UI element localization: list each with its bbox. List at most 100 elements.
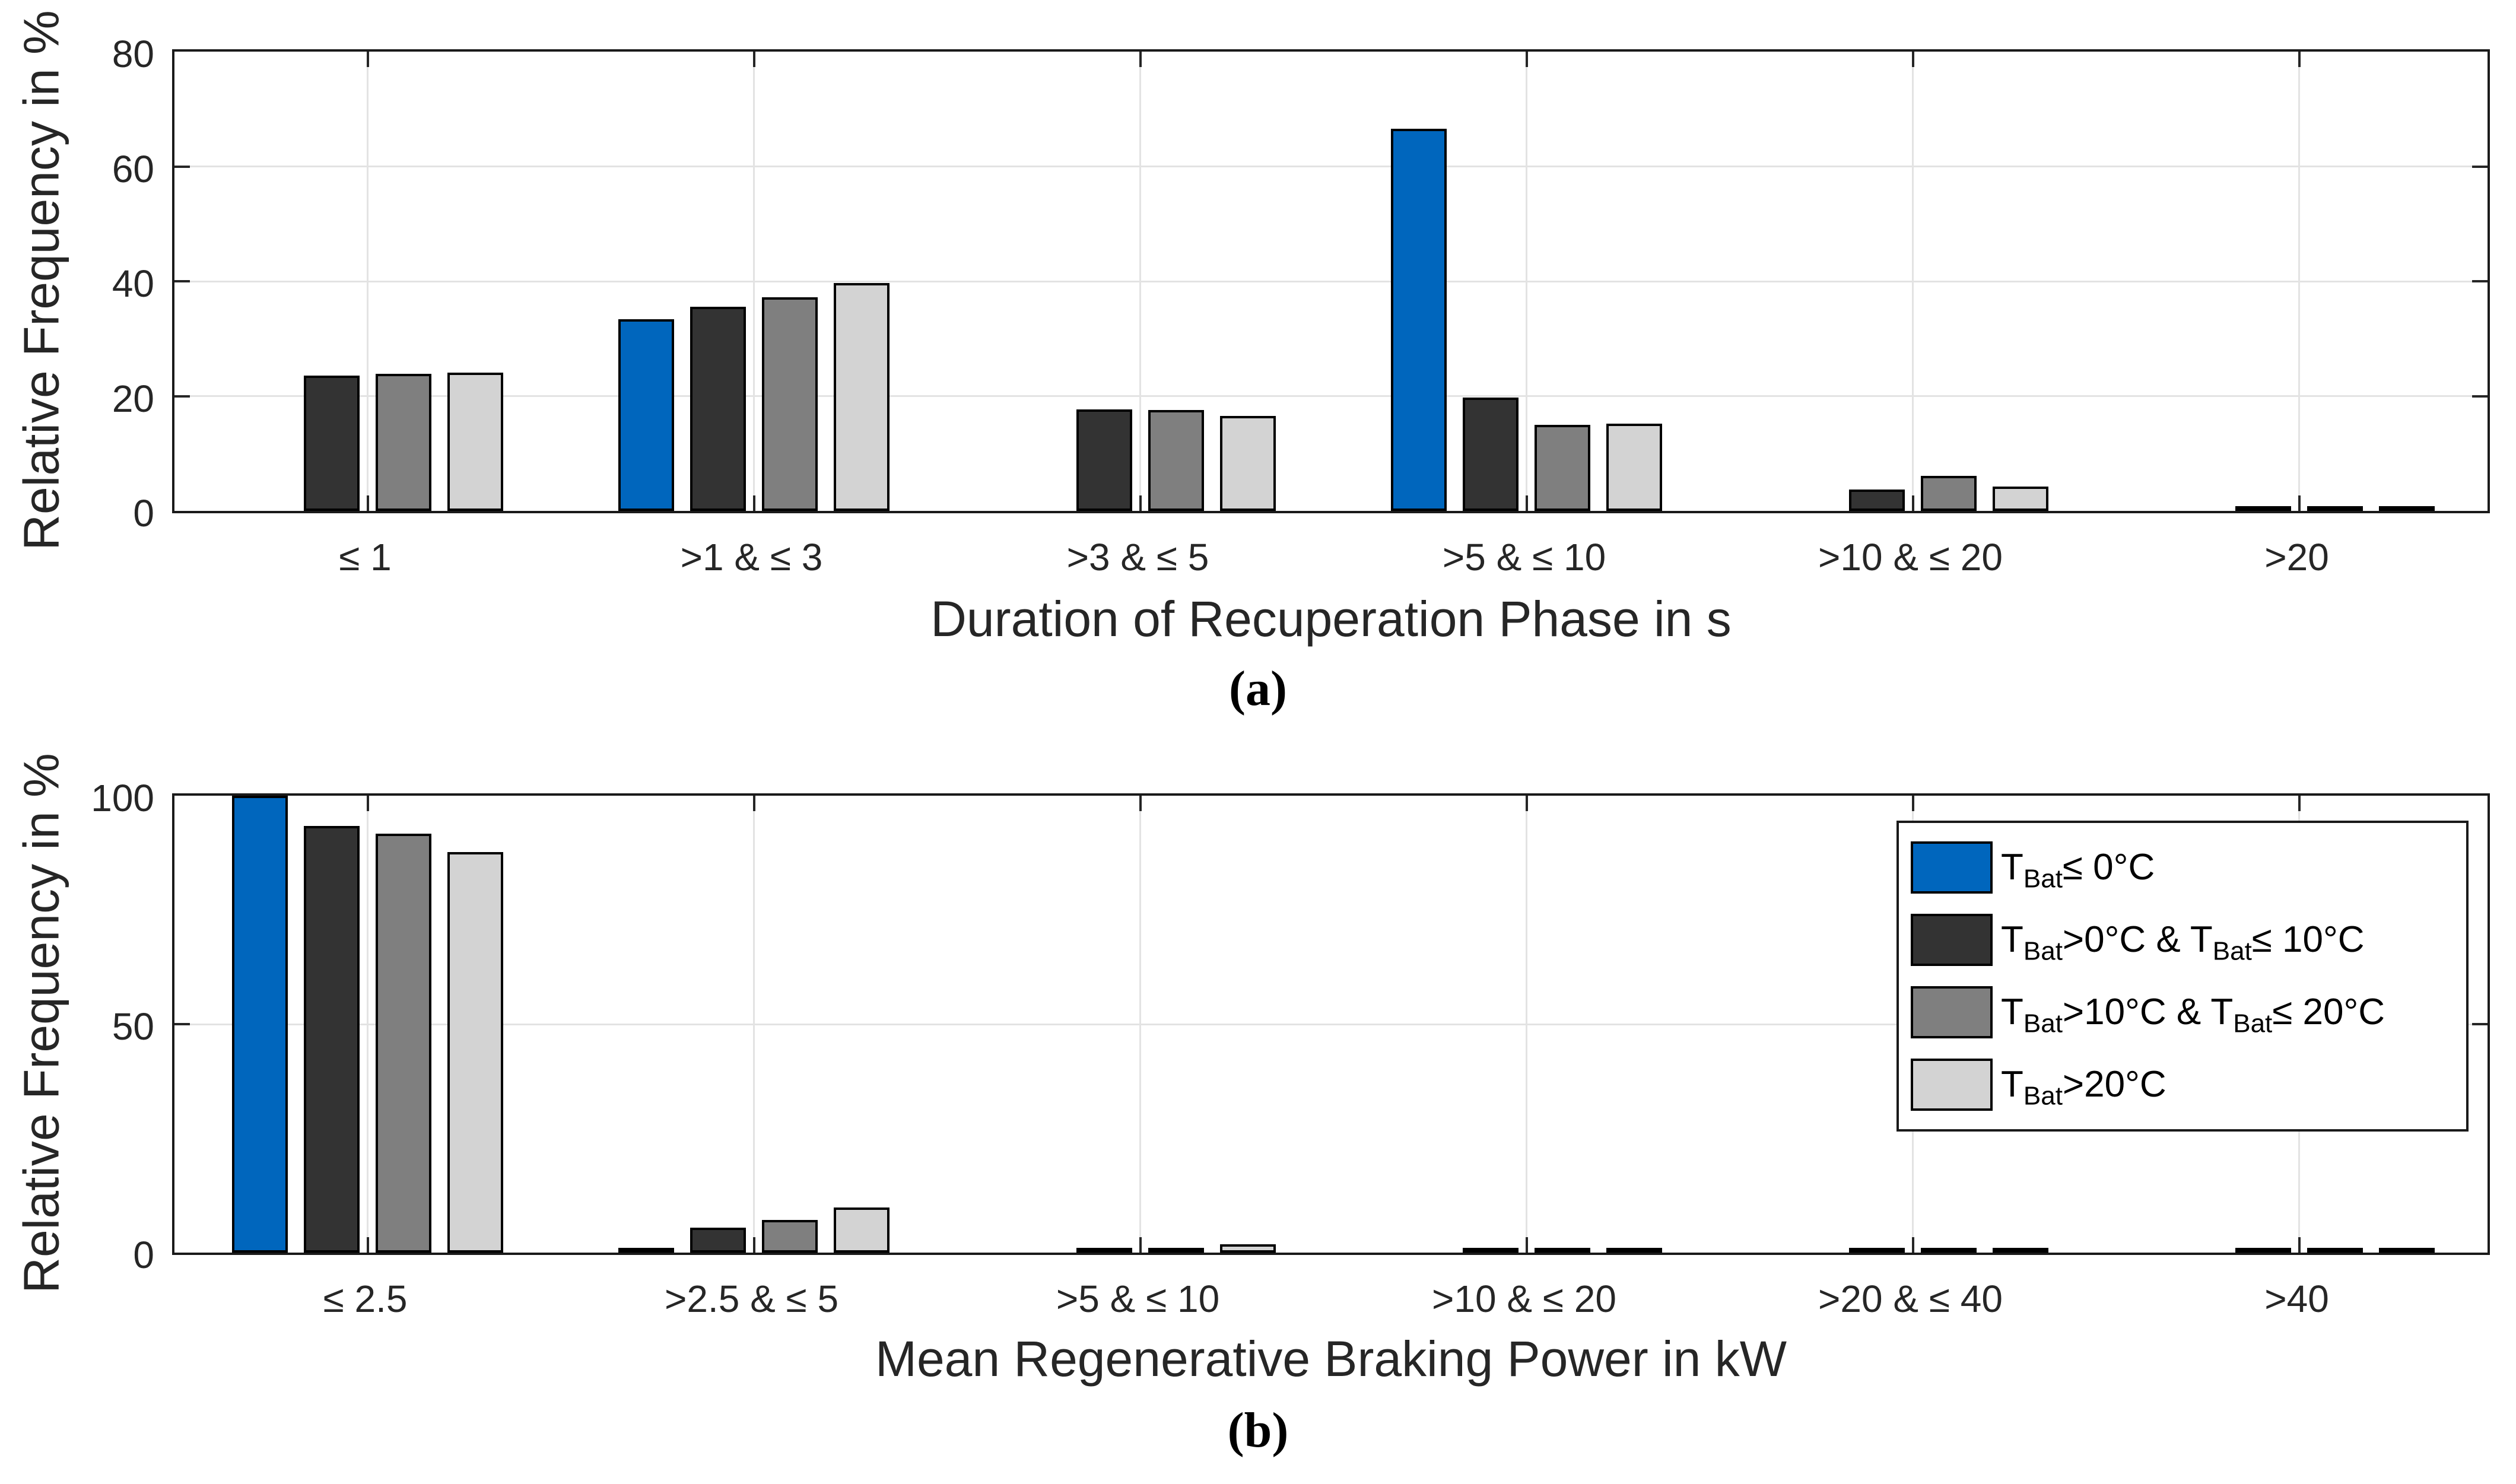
legend-label: TBat>10°C & TBat≤ 20°C bbox=[2001, 992, 2385, 1038]
x-tick-mark bbox=[1911, 52, 1914, 67]
bar-tbat-10-c-20-c-cat3 bbox=[1535, 1248, 1590, 1253]
bar-tbat-10-c-20-c-cat2 bbox=[1148, 409, 1204, 511]
bar-tbat-20-c-cat3 bbox=[1606, 1248, 1662, 1253]
x-tick-mark bbox=[366, 52, 369, 67]
y-tick-label: 80 bbox=[112, 33, 154, 75]
panel-a-caption: (a) bbox=[1229, 661, 1287, 716]
bar-tbat-10-c-20-c-cat5 bbox=[2307, 1248, 2363, 1253]
x-tick-label: >2.5 & ≤ 5 bbox=[664, 1278, 839, 1320]
bar-tbat-0-c-cat1 bbox=[618, 319, 675, 511]
bar-tbat-0-c-10-c-cat2 bbox=[1076, 1248, 1132, 1253]
bar-tbat-0-c-10-c-cat4 bbox=[1849, 490, 1905, 511]
x-tick-mark bbox=[1525, 495, 1528, 511]
x-tick-label: >5 & ≤ 10 bbox=[1056, 1278, 1220, 1320]
panel-b-caption: (b) bbox=[1227, 1403, 1289, 1458]
x-tick-mark bbox=[366, 796, 369, 811]
bar-tbat-0-c-10-c-cat3 bbox=[1463, 1248, 1519, 1253]
x-tick-label: >20 & ≤ 40 bbox=[1818, 1278, 2003, 1320]
x-tick-mark bbox=[752, 52, 755, 67]
horizontal-gridline bbox=[174, 1023, 2488, 1025]
y-tick-label: 0 bbox=[133, 492, 154, 535]
bar-tbat-10-c-20-c-cat4 bbox=[1921, 475, 1977, 511]
panel-a-ylabel: Relative Frequency in % bbox=[13, 10, 69, 551]
bar-tbat-0-c-10-c-cat0 bbox=[304, 825, 360, 1253]
legend-row: TBat>20°C bbox=[1911, 1050, 2454, 1120]
y-tick-mark bbox=[2472, 280, 2488, 282]
bar-tbat-0-c-10-c-cat1 bbox=[690, 1227, 746, 1253]
bar-tbat-10-c-20-c-cat1 bbox=[762, 1219, 818, 1253]
bar-tbat-20-c-cat1 bbox=[833, 1207, 890, 1253]
y-tick-label: 0 bbox=[133, 1234, 154, 1276]
y-tick-mark bbox=[174, 280, 190, 282]
bar-tbat-0-c-cat3 bbox=[1391, 128, 1447, 511]
bar-tbat-10-c-20-c-cat2 bbox=[1148, 1248, 1204, 1253]
x-tick-mark bbox=[1139, 495, 1142, 511]
y-tick-label: 100 bbox=[91, 777, 154, 819]
bar-tbat-20-c-cat5 bbox=[2378, 1248, 2435, 1253]
y-tick-mark bbox=[174, 165, 190, 168]
x-tick-label: >5 & ≤ 10 bbox=[1442, 536, 1606, 579]
bar-tbat-0-c-cat0 bbox=[232, 796, 288, 1253]
x-tick-mark bbox=[752, 495, 755, 511]
x-tick-mark bbox=[2298, 495, 2301, 511]
bar-tbat-20-c-cat1 bbox=[833, 282, 890, 511]
x-tick-label: >3 & ≤ 5 bbox=[1066, 536, 1209, 579]
y-tick-mark bbox=[2472, 1023, 2488, 1025]
x-tick-label: >20 bbox=[2264, 536, 2329, 579]
legend-row: TBat>0°C & TBat≤ 10°C bbox=[1911, 905, 2454, 975]
bar-tbat-20-c-cat2 bbox=[1219, 1244, 1276, 1253]
x-tick-mark bbox=[1139, 1237, 1142, 1253]
bar-tbat-10-c-20-c-cat4 bbox=[1921, 1248, 1977, 1253]
horizontal-gridline bbox=[174, 166, 2488, 167]
x-tick-label: ≤ 1 bbox=[339, 536, 392, 579]
legend-swatch bbox=[1911, 841, 1993, 894]
bar-tbat-10-c-20-c-cat0 bbox=[376, 833, 431, 1253]
legend-label: TBat>20°C bbox=[2001, 1064, 2166, 1111]
bar-tbat-10-c-20-c-cat5 bbox=[2307, 506, 2363, 511]
bar-tbat-20-c-cat0 bbox=[447, 852, 503, 1253]
panel-a-plot-area bbox=[172, 49, 2490, 513]
x-tick-label: >40 bbox=[2264, 1278, 2329, 1320]
x-tick-mark bbox=[1911, 1237, 1914, 1253]
bar-tbat-20-c-cat0 bbox=[447, 372, 503, 511]
panel-a-xlabel: Duration of Recuperation Phase in s bbox=[930, 591, 1732, 647]
bar-tbat-0-c-10-c-cat1 bbox=[690, 306, 746, 511]
bar-tbat-10-c-20-c-cat3 bbox=[1535, 424, 1590, 511]
y-tick-label: 40 bbox=[112, 262, 154, 305]
bar-tbat-0-c-10-c-cat5 bbox=[2235, 1248, 2291, 1253]
x-tick-mark bbox=[1525, 52, 1528, 67]
x-tick-mark bbox=[1525, 1237, 1528, 1253]
bar-tbat-20-c-cat4 bbox=[1992, 487, 2048, 511]
y-tick-mark bbox=[174, 1023, 190, 1025]
horizontal-gridline bbox=[174, 280, 2488, 282]
bar-tbat-0-c-10-c-cat4 bbox=[1849, 1248, 1905, 1253]
y-tick-mark bbox=[174, 395, 190, 398]
bar-tbat-0-c-10-c-cat3 bbox=[1463, 398, 1519, 511]
bar-tbat-20-c-cat2 bbox=[1219, 416, 1276, 511]
x-tick-mark bbox=[752, 1237, 755, 1253]
legend-swatch bbox=[1911, 914, 1993, 966]
y-tick-label: 60 bbox=[112, 147, 154, 190]
bar-tbat-20-c-cat5 bbox=[2378, 506, 2435, 511]
legend-row: TBat>10°C & TBat≤ 20°C bbox=[1911, 977, 2454, 1047]
x-tick-mark bbox=[366, 495, 369, 511]
x-tick-mark bbox=[1911, 495, 1914, 511]
x-tick-mark bbox=[1139, 796, 1142, 811]
y-tick-mark bbox=[2472, 395, 2488, 398]
legend-swatch bbox=[1911, 986, 1993, 1038]
legend: TBat≤ 0°C TBat>0°C & TBat≤ 10°C TBat>10°C … bbox=[1896, 821, 2469, 1132]
x-tick-mark bbox=[1911, 796, 1914, 811]
bar-tbat-0-c-10-c-cat5 bbox=[2235, 506, 2291, 511]
bar-tbat-20-c-cat3 bbox=[1606, 423, 1662, 511]
y-tick-label: 20 bbox=[112, 377, 154, 420]
x-tick-mark bbox=[2298, 796, 2301, 811]
bar-tbat-0-c-10-c-cat0 bbox=[304, 375, 360, 511]
x-tick-label: >1 & ≤ 3 bbox=[680, 536, 823, 579]
panel-b-xlabel: Mean Regenerative Braking Power in kW bbox=[875, 1331, 1787, 1387]
bar-tbat-20-c-cat4 bbox=[1992, 1248, 2048, 1253]
x-tick-mark bbox=[1139, 52, 1142, 67]
x-tick-mark bbox=[1525, 796, 1528, 811]
bar-tbat-0-c-10-c-cat2 bbox=[1076, 409, 1132, 511]
bar-tbat-0-c-cat1 bbox=[618, 1248, 675, 1253]
